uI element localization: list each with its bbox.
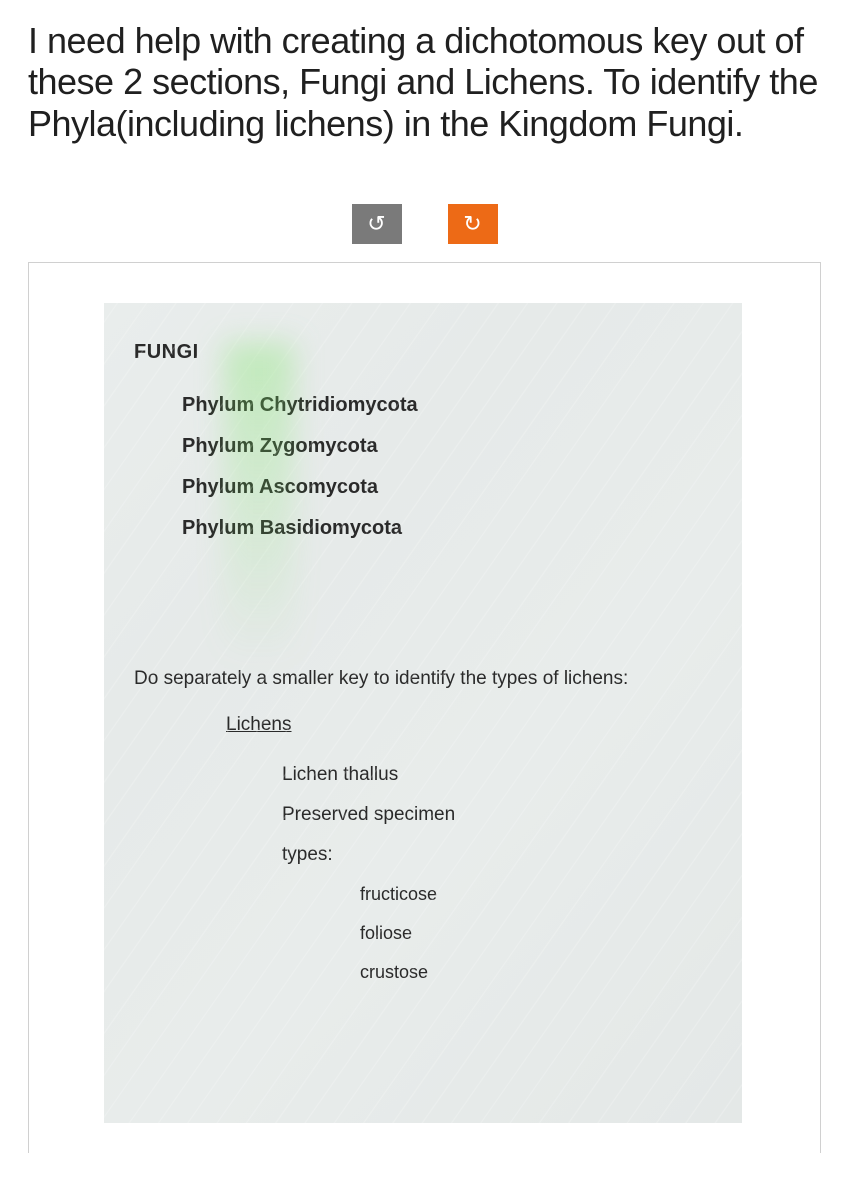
question-text: I need help with creating a dichotomous … <box>28 20 821 144</box>
lichen-line: Lichen thallus <box>282 764 712 786</box>
undo-icon: ↺ <box>367 211 385 237</box>
lichen-type: foliose <box>360 923 712 944</box>
lichen-type: fructicose <box>360 884 712 905</box>
phyla-list: Phylum Chytridiomycota Phylum Zygomycota… <box>182 394 712 540</box>
lichen-instruction: Do separately a smaller key to identify … <box>134 668 712 690</box>
phylum-item: Phylum Ascomycota <box>182 476 712 499</box>
controls-row: ↺ ↻ <box>28 204 821 244</box>
phylum-item: Phylum Chytridiomycota <box>182 394 712 417</box>
lichen-type: crustose <box>360 962 712 983</box>
lichen-line: types: <box>282 844 712 866</box>
fungi-heading: FUNGI <box>134 341 712 364</box>
redo-button[interactable]: ↻ <box>448 204 498 244</box>
lichen-line: Preserved specimen <box>282 804 712 826</box>
undo-button[interactable]: ↺ <box>352 204 402 244</box>
phylum-item: Phylum Basidiomycota <box>182 517 712 540</box>
redo-icon: ↻ <box>463 211 481 237</box>
lichens-heading: Lichens <box>226 714 712 736</box>
lichen-types-list: fructicose foliose crustose <box>360 884 712 983</box>
phylum-item: Phylum Zygomycota <box>182 435 712 458</box>
content-frame: FUNGI Phylum Chytridiomycota Phylum Zygo… <box>28 262 821 1153</box>
lichen-block: Lichen thallus Preserved specimen types:… <box>282 764 712 983</box>
screenshot-panel: FUNGI Phylum Chytridiomycota Phylum Zygo… <box>104 303 742 1123</box>
